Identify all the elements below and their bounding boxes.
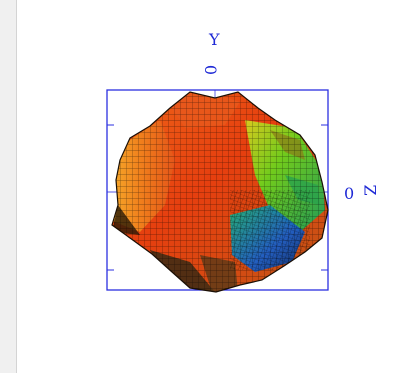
left-margin bbox=[0, 0, 17, 373]
axis-z-zero-label: 0 bbox=[344, 184, 355, 203]
left-divider bbox=[16, 0, 17, 373]
axis-y-label: Y bbox=[209, 30, 220, 49]
axis-z-label: Z bbox=[360, 184, 380, 196]
surface-blob bbox=[112, 92, 328, 292]
surface-outline bbox=[111, 91, 329, 293]
axis-y-zero-label: 0 bbox=[201, 64, 221, 76]
